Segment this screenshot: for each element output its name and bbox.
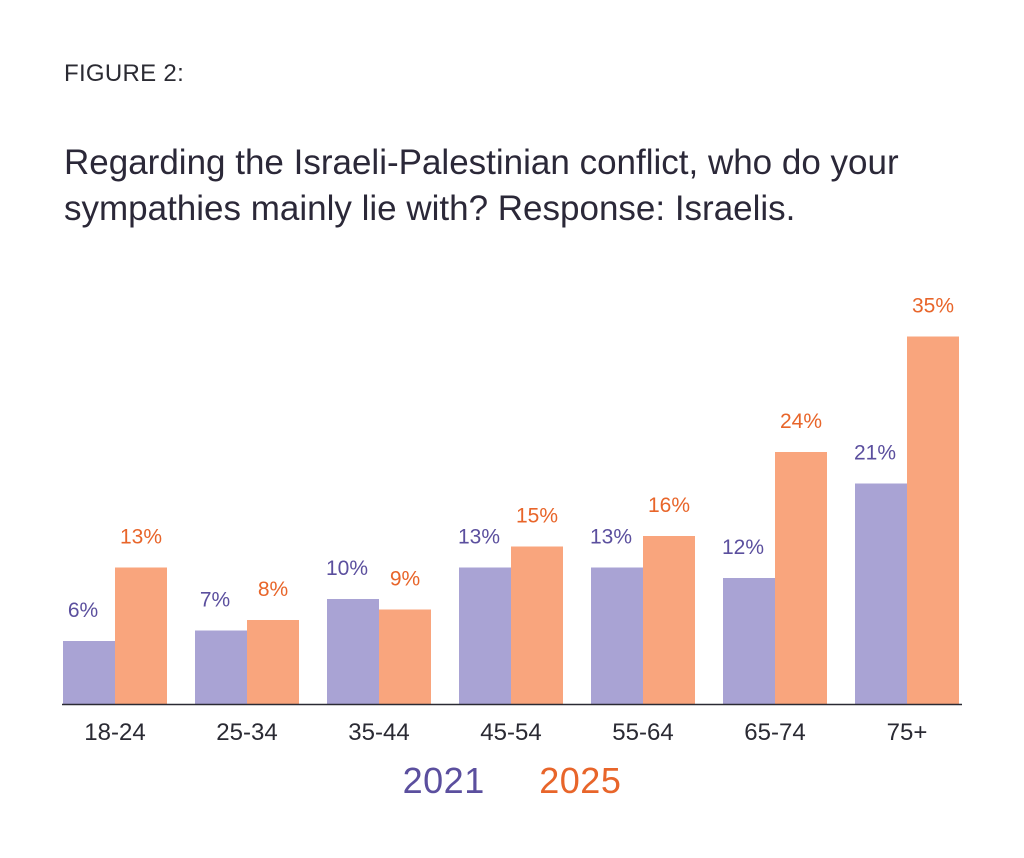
x-tick-label-35-44: 35-44 bbox=[348, 719, 409, 746]
x-tick-label-55-64: 55-64 bbox=[612, 719, 673, 746]
data-label-2021-45-54: 13% bbox=[458, 526, 500, 549]
x-tick-label-18-24: 18-24 bbox=[84, 719, 145, 746]
x-tick-label-45-54: 45-54 bbox=[480, 719, 541, 746]
data-label-2021-65-74: 12% bbox=[722, 536, 764, 559]
figure-label: FIGURE 2: bbox=[64, 60, 185, 87]
data-label-2021-18-24: 6% bbox=[68, 599, 98, 622]
bar-2021-45-54 bbox=[459, 567, 511, 704]
data-label-2025-35-44: 9% bbox=[390, 568, 420, 591]
bar-2025-65-74 bbox=[775, 452, 827, 704]
x-tick-label-25-34: 25-34 bbox=[216, 719, 277, 746]
data-label-2021-25-34: 7% bbox=[200, 589, 230, 612]
data-label-2025-18-24: 13% bbox=[120, 526, 162, 549]
bar-2021-55-64 bbox=[591, 567, 643, 704]
data-label-2021-55-64: 13% bbox=[590, 526, 632, 549]
x-tick-label-75+: 75+ bbox=[887, 719, 928, 746]
bar-2021-25-34 bbox=[195, 630, 247, 704]
bar-2025-18-24 bbox=[115, 567, 167, 704]
data-label-2025-65-74: 24% bbox=[780, 410, 822, 433]
bar-2025-35-44 bbox=[379, 609, 431, 704]
data-label-2025-45-54: 15% bbox=[516, 505, 558, 528]
bar-2021-18-24 bbox=[63, 641, 115, 704]
data-label-2025-75+: 35% bbox=[912, 295, 954, 318]
legend-item-2025: 2025 bbox=[539, 760, 622, 801]
legend-item-2021: 2021 bbox=[402, 760, 485, 801]
chart-title: Regarding the Israeli-Palestinian confli… bbox=[64, 143, 899, 228]
bar-2025-75+ bbox=[907, 336, 959, 704]
data-label-2021-35-44: 10% bbox=[326, 557, 368, 580]
bar-2025-45-54 bbox=[511, 546, 563, 704]
bar-2021-35-44 bbox=[327, 599, 379, 704]
chart-legend: 2021 2025 bbox=[0, 760, 1024, 802]
data-label-2025-55-64: 16% bbox=[648, 494, 690, 517]
data-label-2025-25-34: 8% bbox=[258, 578, 288, 601]
bar-2021-65-74 bbox=[723, 578, 775, 704]
x-tick-label-65-74: 65-74 bbox=[744, 719, 805, 746]
data-label-2021-75+: 21% bbox=[854, 442, 896, 465]
bar-2025-55-64 bbox=[643, 536, 695, 704]
bar-2025-25-34 bbox=[247, 620, 299, 704]
bar-2021-75+ bbox=[855, 483, 907, 704]
